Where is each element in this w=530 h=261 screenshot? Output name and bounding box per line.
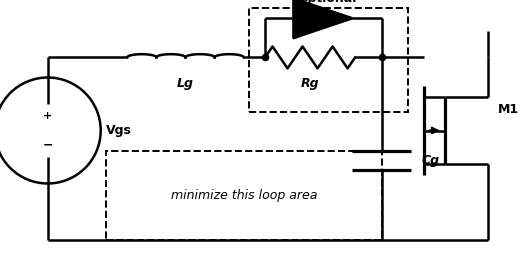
Text: Cg: Cg <box>421 154 439 167</box>
Text: +: + <box>43 111 52 121</box>
Text: minimize this loop area: minimize this loop area <box>171 189 317 202</box>
Text: Lg: Lg <box>177 77 194 90</box>
Polygon shape <box>294 0 352 38</box>
Text: −: − <box>42 138 53 151</box>
Bar <box>106 151 382 240</box>
Text: Rg: Rg <box>301 77 320 90</box>
Text: optional: optional <box>300 0 357 5</box>
Bar <box>249 8 408 112</box>
Text: Vgs: Vgs <box>106 124 132 137</box>
Text: M1: M1 <box>498 103 519 116</box>
